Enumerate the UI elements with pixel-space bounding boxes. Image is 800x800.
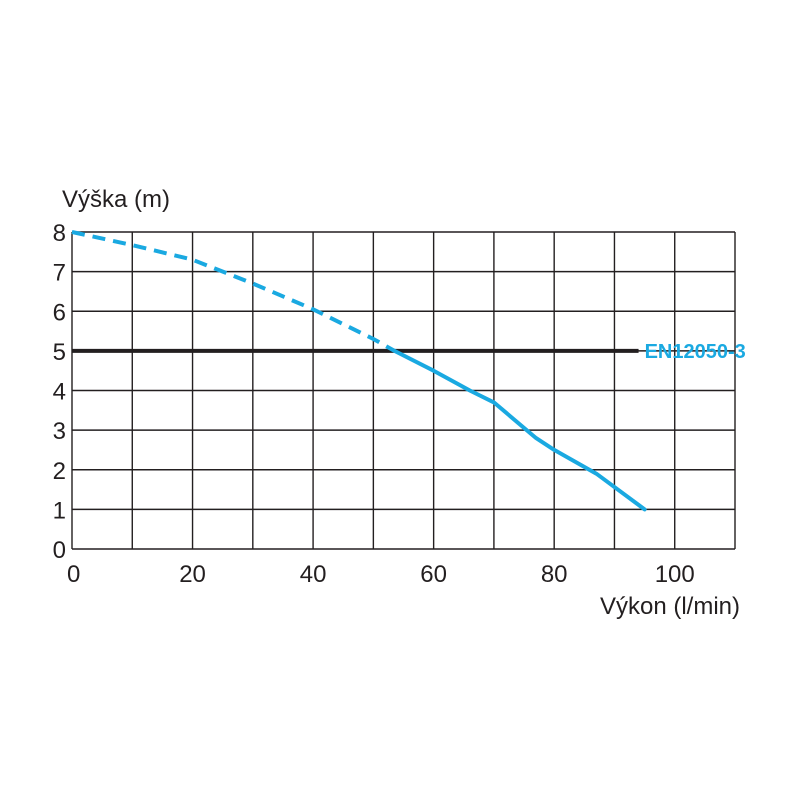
x-axis-title: Výkon (l/min) <box>600 593 740 620</box>
series-line-dashed <box>71 230 396 353</box>
y-tick-label: 5 <box>53 339 66 366</box>
x-tick-label: 0 <box>67 561 80 588</box>
y-tick-label: 6 <box>53 299 66 326</box>
x-tick-label: 40 <box>300 561 327 588</box>
x-tick-label: 80 <box>541 561 568 588</box>
y-tick-label: 7 <box>53 260 66 287</box>
y-tick-label: 8 <box>53 220 66 247</box>
y-axis-title: Výška (m) <box>62 186 170 213</box>
y-tick-labels: 0 1 2 3 4 5 6 7 8 <box>53 220 66 564</box>
y-tick-label: 1 <box>53 497 66 524</box>
y-tick-label: 0 <box>53 537 66 564</box>
y-tick-label: 3 <box>53 418 66 445</box>
x-tick-label: 20 <box>179 561 206 588</box>
series-line-solid <box>392 348 647 512</box>
y-tick-label: 4 <box>53 379 66 406</box>
reference-line-label: EN12050-3 <box>645 341 746 363</box>
x-tick-labels: 0 20 40 60 80 100 <box>67 561 695 588</box>
x-tick-label: 60 <box>420 561 447 588</box>
reference-lines: EN12050-3 <box>72 341 746 363</box>
series-layer <box>71 230 647 512</box>
x-tick-label: 100 <box>655 561 695 588</box>
y-tick-label: 2 <box>53 458 66 485</box>
